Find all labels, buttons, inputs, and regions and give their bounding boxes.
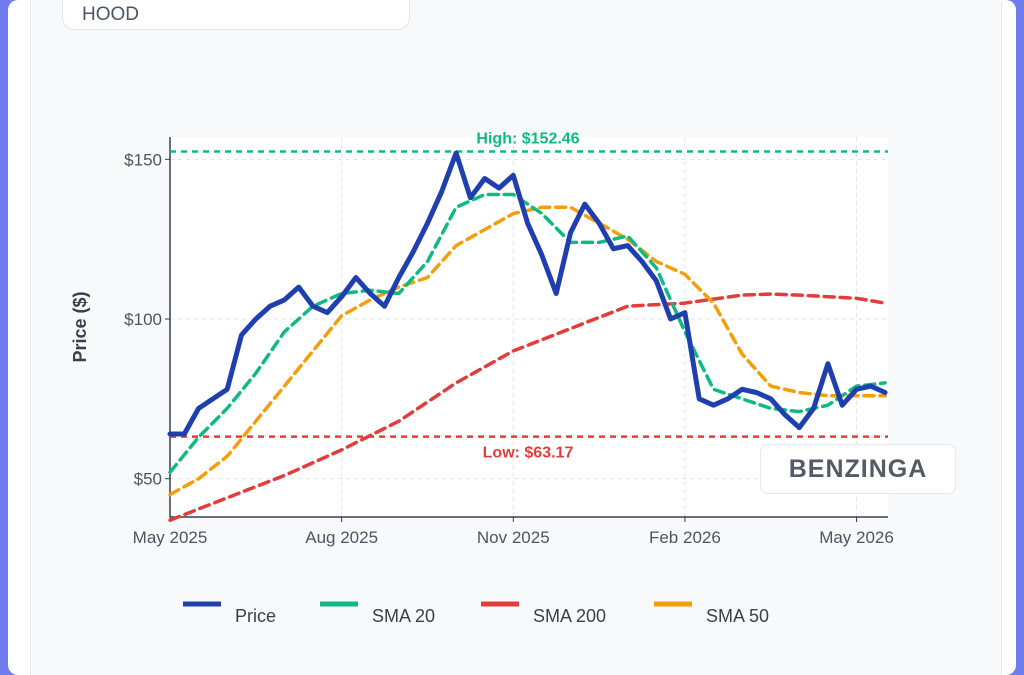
legend-sma200-label: SMA 200 xyxy=(533,606,606,626)
ticker-chip[interactable] xyxy=(62,0,410,30)
x-tick-label: Aug 2025 xyxy=(305,528,378,547)
y-axis-label: Price ($) xyxy=(70,291,90,362)
legend-sma50-label: SMA 50 xyxy=(706,606,769,626)
sma20-line xyxy=(168,192,887,475)
sma200-line xyxy=(168,292,887,522)
x-tick-label: May 2025 xyxy=(133,528,208,547)
y-tick-label: $150 xyxy=(124,150,162,169)
y-tick-label: $100 xyxy=(124,310,162,329)
sma50-line xyxy=(168,205,887,497)
ticker-label: HOOD xyxy=(82,4,139,25)
x-tick-label: May 2026 xyxy=(819,528,894,547)
low-label: Low: $63.17 xyxy=(483,445,574,462)
legend-price-label: Price xyxy=(235,606,276,626)
benzinga-watermark: BENZINGA xyxy=(760,444,956,494)
x-tick-label: Nov 2025 xyxy=(477,528,550,547)
y-tick-label: $50 xyxy=(134,470,162,489)
price-line xyxy=(167,150,888,437)
legend-sma20-label: SMA 20 xyxy=(372,606,435,626)
x-tick-label: Feb 2026 xyxy=(649,528,721,547)
high-label: High: $152.46 xyxy=(476,130,579,147)
